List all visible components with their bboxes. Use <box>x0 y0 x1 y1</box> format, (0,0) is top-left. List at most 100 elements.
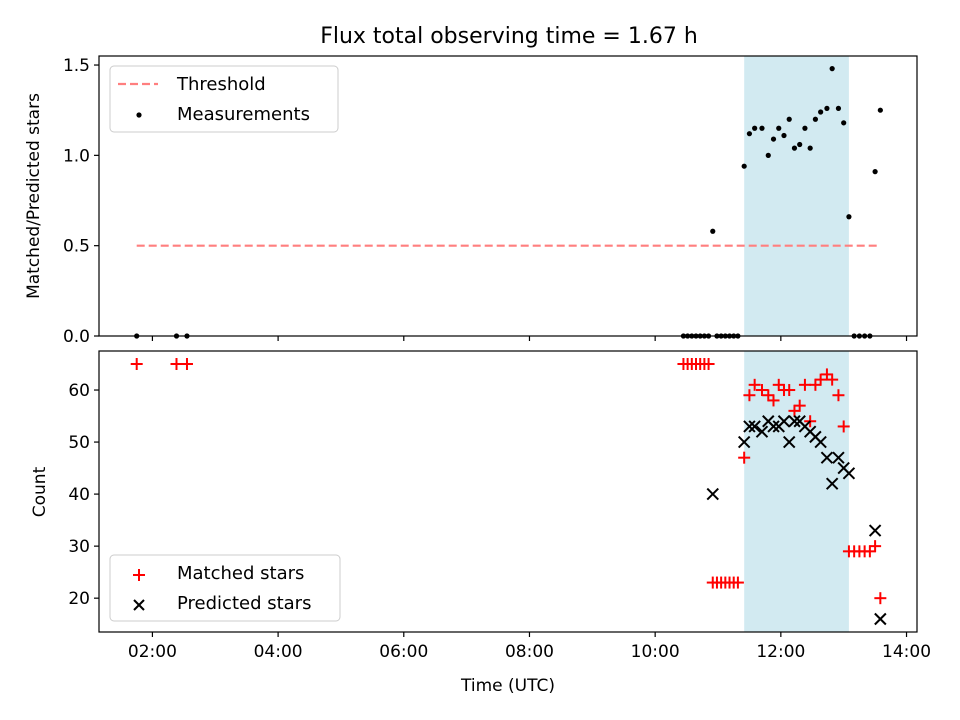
predicted-star-point <box>706 487 719 501</box>
measurement-point <box>877 107 883 113</box>
matched-star-point <box>762 389 775 402</box>
predicted-star-point <box>788 415 801 428</box>
matched-star-point <box>772 378 785 391</box>
measurement-point <box>829 66 835 72</box>
x-tick-label: 04:00 <box>254 642 303 662</box>
measurement-point <box>846 214 852 220</box>
measurement-legend-label: Measurements <box>177 104 310 125</box>
predicted-star-point <box>825 477 839 490</box>
x-tick-label: 02:00 <box>128 642 177 662</box>
count-y-tick-label: 30 <box>68 537 90 557</box>
predicted-star-point <box>820 451 834 464</box>
flux-legend-box <box>109 65 339 133</box>
count-y-tick-label: 20 <box>68 589 90 609</box>
matched-star-point <box>783 384 796 397</box>
predicted-star-point <box>743 420 756 433</box>
count-y-tick-label: 60 <box>68 381 90 401</box>
matched-star-point <box>826 373 839 386</box>
x-tick-label: 10:00 <box>631 642 680 662</box>
flux-plot-frame <box>98 55 918 337</box>
matched-star-point <box>180 358 193 371</box>
x-tick-label: 08:00 <box>505 642 554 662</box>
measurement-point <box>791 145 798 151</box>
measurement-point <box>770 136 777 142</box>
flux-y-ticks: 0.0 0.5 1.0 1.5 <box>63 56 99 347</box>
observing-window-shade-top <box>744 56 849 336</box>
flux-y-tick-label: 0.5 <box>63 237 90 257</box>
flux-y-tick-label: 1.0 <box>63 146 90 166</box>
matched-star-point <box>798 378 811 391</box>
measurement-point <box>781 132 787 139</box>
flux-ratio-panel: 0.0 0.5 1.0 1.5 Matched/Predicted stars Thr… <box>24 55 918 347</box>
observing-window-shade-bottom <box>744 351 849 632</box>
measurement-point <box>812 116 819 122</box>
count-y-axis-label: Count <box>30 466 50 517</box>
matched-star-point <box>788 404 801 417</box>
predicted-star-point <box>814 435 827 449</box>
measurement-legend-swatch <box>136 112 142 118</box>
predicted-star-point <box>755 425 769 438</box>
matched-star-point <box>793 399 806 412</box>
chart-title: Flux total observing time = 1.67 h <box>320 24 698 49</box>
matched-star-point <box>832 389 845 402</box>
matched-star-point <box>170 358 183 371</box>
matched-star-point <box>863 545 876 558</box>
matched-star-point <box>814 373 827 386</box>
predicted-star-point <box>748 420 761 433</box>
predicted-legend-swatch <box>133 599 145 611</box>
measurement-point <box>802 125 808 131</box>
threshold-legend-label: Threshold <box>176 74 266 95</box>
predicted-star-points <box>706 415 887 626</box>
matched-star-point <box>869 540 882 553</box>
predicted-star-point <box>777 415 791 428</box>
flux-y-axis-label: Matched/Predicted stars <box>24 93 44 299</box>
measurement-point <box>746 131 753 137</box>
measurement-point <box>710 228 716 234</box>
matched-star-point <box>755 384 768 397</box>
measurement-point <box>835 105 842 111</box>
measurement-point <box>807 145 813 151</box>
count-y-ticks: 20 30 40 50 60 <box>68 381 99 609</box>
matched-star-point <box>731 576 744 589</box>
matched-star-point <box>702 358 715 371</box>
measurement-point <box>841 120 847 126</box>
x-tick-label: 12:00 <box>756 642 805 662</box>
matched-star-point <box>874 592 887 605</box>
matched-star-point <box>809 378 822 391</box>
measurement-point <box>786 116 792 122</box>
count-y-tick-label: 40 <box>68 485 90 505</box>
flux-x-ticks <box>151 336 908 341</box>
predicted-star-point <box>842 467 856 480</box>
flux-legend: Threshold Measurements <box>109 65 339 133</box>
measurement-point <box>872 169 878 175</box>
matched-star-points <box>130 358 887 605</box>
matched-star-point <box>837 420 850 433</box>
measurement-point <box>765 152 771 158</box>
flux-y-tick-label: 0.0 <box>63 327 90 347</box>
measurement-point <box>818 109 824 115</box>
predicted-star-point <box>783 435 796 449</box>
measurement-point <box>759 125 765 131</box>
measurement-point <box>741 163 747 169</box>
matched-legend-label: Matched stars <box>177 563 304 584</box>
predicted-star-point <box>832 451 845 464</box>
count-legend-box <box>109 554 341 622</box>
measurement-point <box>752 125 758 131</box>
matched-star-point <box>767 394 780 407</box>
x-axis-label: Time (UTC) <box>460 676 555 696</box>
predicted-star-point <box>767 420 780 433</box>
matched-legend-swatch <box>133 569 145 581</box>
matched-star-point <box>820 368 833 381</box>
count-plot-frame <box>98 350 918 633</box>
predicted-legend-label: Predicted stars <box>177 593 311 614</box>
x-tick-label: 06:00 <box>379 642 428 662</box>
measurement-point <box>797 141 803 148</box>
matched-star-point <box>743 389 756 402</box>
count-panel: 20 30 40 50 60 02:00 04:00 06:00 08:00 10:00 12:0… <box>30 350 931 696</box>
count-y-tick-label: 50 <box>68 433 90 453</box>
predicted-star-point <box>874 612 887 626</box>
measurement-point <box>776 125 782 131</box>
count-legend: Matched stars Predicted stars <box>109 554 341 622</box>
matched-star-point <box>738 451 751 464</box>
